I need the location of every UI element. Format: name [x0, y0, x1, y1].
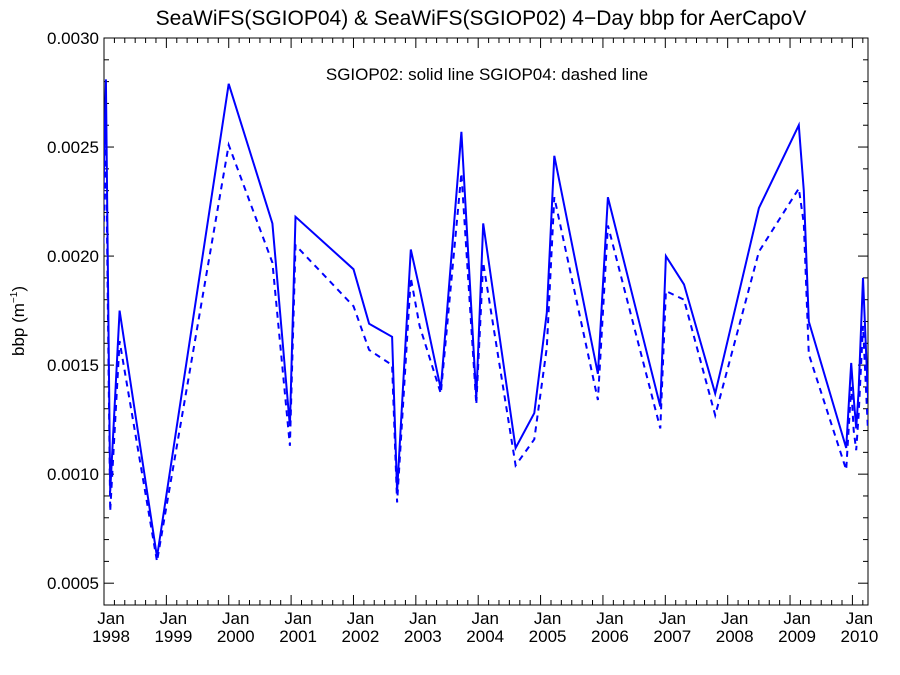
y-tick-label: 0.0025 — [47, 138, 99, 157]
x-tick-label-month: Jan — [659, 609, 686, 628]
series-sgiop02-solid-line — [104, 79, 868, 558]
y-axis-label: bbp (m−1) — [9, 286, 28, 356]
x-tick-label-year: 2005 — [529, 627, 567, 646]
x-tick-label-month: Jan — [534, 609, 561, 628]
legend-annotation: SGIOP02: solid line SGIOP04: dashed line — [326, 65, 648, 84]
y-tick-label: 0.0030 — [47, 29, 99, 48]
series-group — [104, 79, 868, 562]
y-axis-label-sup: −1 — [9, 291, 20, 303]
x-tick-label-month: Jan — [160, 609, 187, 628]
x-tick-label-year: 2001 — [279, 627, 317, 646]
x-tick-label-year: 1999 — [154, 627, 192, 646]
x-tick-label-year: 2006 — [591, 627, 629, 646]
x-tick-label-month: Jan — [222, 609, 249, 628]
y-tick-label: 0.0005 — [47, 574, 99, 593]
x-tick-label-month: Jan — [284, 609, 311, 628]
x-tick-label-year: 2000 — [217, 627, 255, 646]
x-tick-label-year: 2002 — [342, 627, 380, 646]
y-tick-label: 0.0020 — [47, 247, 99, 266]
x-tick-label-month: Jan — [97, 609, 124, 628]
x-tick-label-year: 2008 — [716, 627, 754, 646]
x-tick-label-month: Jan — [721, 609, 748, 628]
x-tick-label-month: Jan — [471, 609, 498, 628]
x-tick-label-month: Jan — [596, 609, 623, 628]
y-tick-label: 0.0015 — [47, 356, 99, 375]
x-tick-label-year: 2007 — [653, 627, 691, 646]
x-tick-label-year: 2009 — [778, 627, 816, 646]
x-tick-label-year: 2010 — [840, 627, 878, 646]
chart-title: SeaWiFS(SGIOP04) & SeaWiFS(SGIOP02) 4−Da… — [156, 7, 807, 30]
series-sgiop04-dashed-line — [104, 136, 868, 562]
y-axis-label-main: bbp (m — [9, 303, 28, 356]
x-tick-label-year: 1998 — [92, 627, 130, 646]
plot-area — [103, 37, 869, 606]
x-axis: Jan1998Jan1999Jan2000Jan2001Jan2002Jan20… — [92, 38, 878, 646]
x-tick-label-year: 2003 — [404, 627, 442, 646]
x-tick-label-month: Jan — [409, 609, 436, 628]
x-tick-label-month: Jan — [783, 609, 810, 628]
x-tick-label-month: Jan — [846, 609, 873, 628]
x-tick-label-year: 2004 — [466, 627, 504, 646]
y-axis-label-close: ) — [9, 286, 28, 292]
x-tick-label-month: Jan — [347, 609, 374, 628]
y-axis: 0.0005 0.0010 0.0015 0.0020 0.0025 0.0030 — [47, 29, 868, 606]
y-tick-label: 0.0010 — [47, 465, 99, 484]
